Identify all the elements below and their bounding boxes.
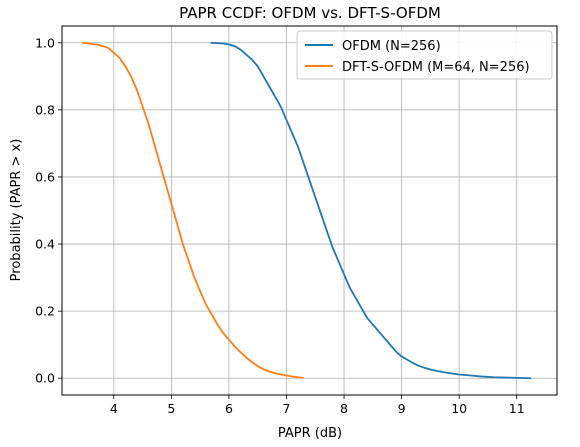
series-line-dft-s-ofdm <box>82 41 304 379</box>
y-axis-label: Probability (PAPR > x) <box>9 139 24 282</box>
x-tick-label: 5 <box>167 401 175 416</box>
series-layer <box>82 41 532 380</box>
legend-box <box>296 30 553 80</box>
chart-title: PAPR CCDF: OFDM vs. DFT-S-OFDM <box>179 4 441 22</box>
x-tick-label: 8 <box>340 401 348 416</box>
y-tick-label: 0.6 <box>35 169 55 184</box>
legend: OFDM (N=256) DFT-S-OFDM (M=64, N=256) <box>296 30 553 80</box>
y-tick-label: 0.2 <box>35 304 55 319</box>
plot-frame <box>61 25 558 396</box>
y-tick-label: 0.8 <box>35 102 55 117</box>
legend-label-ofdm: OFDM (N=256) <box>342 39 441 54</box>
axis-ticks: 4 5 6 7 8 9 10 11 0.0 0.2 0.4 0.6 0.8 1.0 <box>35 35 525 416</box>
x-tick-label: 9 <box>398 401 406 416</box>
y-tick-label: 0.0 <box>35 371 55 386</box>
x-tick-label: 11 <box>509 401 525 416</box>
x-tick-label: 7 <box>283 401 291 416</box>
x-tick-label: 4 <box>110 401 118 416</box>
y-tick-label: 1.0 <box>35 35 55 50</box>
x-tick-label: 10 <box>451 401 467 416</box>
x-tick-label: 6 <box>225 401 233 416</box>
x-axis-label: PAPR (dB) <box>278 426 342 441</box>
legend-label-dft-s-ofdm: DFT-S-OFDM (M=64, N=256) <box>342 60 530 75</box>
series-line-ofdm <box>210 41 532 380</box>
y-tick-label: 0.4 <box>35 237 55 252</box>
